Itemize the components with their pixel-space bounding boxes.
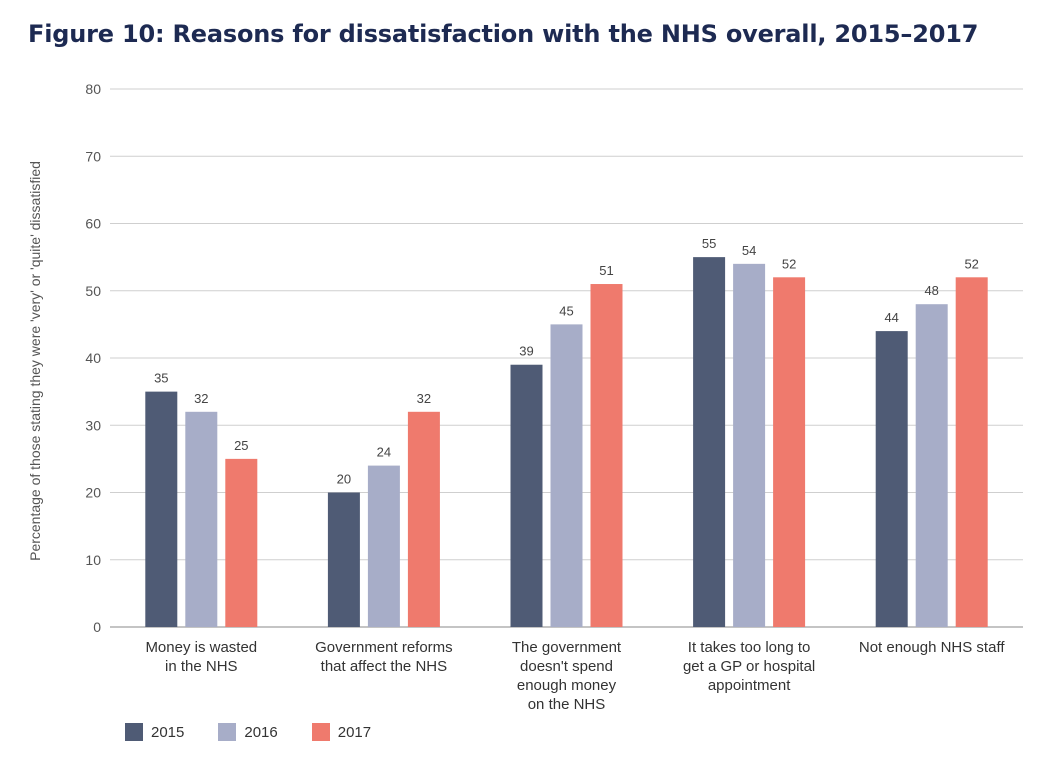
legend-swatch-2015 <box>125 723 143 741</box>
y-tick-label-80: 80 <box>85 81 101 97</box>
bar-2017-1 <box>407 411 440 627</box>
x-axis-labels: Money is wasted in the NHS Government refo… <box>145 639 1005 713</box>
bar-2017-3 <box>773 277 806 627</box>
data-label-2016-2: 45 <box>559 303 573 318</box>
x-tick-label-2-0: The government <box>512 639 622 656</box>
x-tick-label-0-0: Money is wasted <box>145 639 257 656</box>
y-tick-label-20: 20 <box>85 485 101 501</box>
data-label-2017-2: 51 <box>599 263 613 278</box>
data-label-2017-3: 52 <box>782 256 796 271</box>
legend-item-2017: 2017 <box>311 723 372 741</box>
chart-title: Figure 10: Reasons for dissatisfaction w… <box>28 20 979 48</box>
data-label-2017-4: 52 <box>964 256 978 271</box>
y-tick-label-60: 60 <box>85 216 101 232</box>
y-tick-label-30: 30 <box>85 417 101 433</box>
x-tick-label-1-0: Government reforms <box>315 639 453 656</box>
y-tick-label-40: 40 <box>85 350 101 366</box>
data-label-2015-0: 35 <box>154 371 168 386</box>
bar-2015-1 <box>327 492 360 627</box>
legend: 2015 2016 2017 <box>125 723 405 741</box>
data-label-2016-1: 24 <box>377 445 391 460</box>
bar-2017-4 <box>955 277 988 627</box>
data-label-2017-0: 25 <box>234 438 248 453</box>
bar-2015-3 <box>693 257 726 627</box>
data-label-2015-3: 55 <box>702 236 716 251</box>
x-tick-label-3-2: appointment <box>708 677 791 694</box>
legend-label-2017: 2017 <box>337 723 372 741</box>
x-tick-label-2-2: enough money <box>517 677 617 694</box>
bar-2015-2 <box>510 364 543 627</box>
data-label-2016-0: 32 <box>194 391 208 406</box>
y-tick-label-70: 70 <box>85 148 101 164</box>
y-axis-ticks: 0 10 20 30 40 50 60 70 80 <box>85 81 101 635</box>
x-tick-label-3-1: get a GP or hospital <box>683 658 815 675</box>
legend-label-2015: 2015 <box>151 723 185 741</box>
data-label-2015-1: 20 <box>337 472 351 487</box>
bar-2016-3 <box>733 263 766 627</box>
legend-item-2015: 2015 <box>125 723 184 741</box>
x-tick-label-3-0: It takes too long to <box>688 639 811 656</box>
y-axis-label: Percentage of those stating they were 'v… <box>27 161 43 561</box>
y-tick-label-50: 50 <box>85 283 101 299</box>
legend-swatch-2017 <box>311 723 330 741</box>
bars <box>145 257 988 627</box>
bar-2017-0 <box>225 458 258 627</box>
bar-2016-0 <box>185 411 218 627</box>
data-label-2017-1: 32 <box>417 391 431 406</box>
x-tick-label-2-1: doesn't spend <box>520 658 613 675</box>
data-label-2015-4: 44 <box>884 310 898 325</box>
data-label-2016-4: 48 <box>924 283 938 298</box>
y-tick-label-0: 0 <box>93 619 101 635</box>
legend-label-2016: 2016 <box>244 723 278 741</box>
bar-2016-4 <box>915 304 948 627</box>
bar-2016-2 <box>550 324 583 627</box>
bar-2015-0 <box>145 391 178 627</box>
x-tick-label-2-3: on the NHS <box>528 696 606 713</box>
data-label-2015-2: 39 <box>519 344 533 359</box>
bar-2016-1 <box>367 465 400 627</box>
data-label-2016-3: 54 <box>742 243 756 258</box>
legend-swatch-2016 <box>218 723 237 741</box>
y-tick-label-10: 10 <box>85 552 101 568</box>
bar-2017-2 <box>590 284 623 627</box>
x-tick-label-1-1: that affect the NHS <box>321 658 447 675</box>
bar-2015-4 <box>875 331 908 627</box>
data-labels: 35 32 25 20 24 32 39 45 51 55 54 52 44 48 52 <box>154 236 979 486</box>
legend-item-2016: 2016 <box>218 723 278 741</box>
x-tick-label-0-1: in the NHS <box>165 658 238 675</box>
x-tick-label-4-0: Not enough NHS staff <box>859 639 1005 656</box>
